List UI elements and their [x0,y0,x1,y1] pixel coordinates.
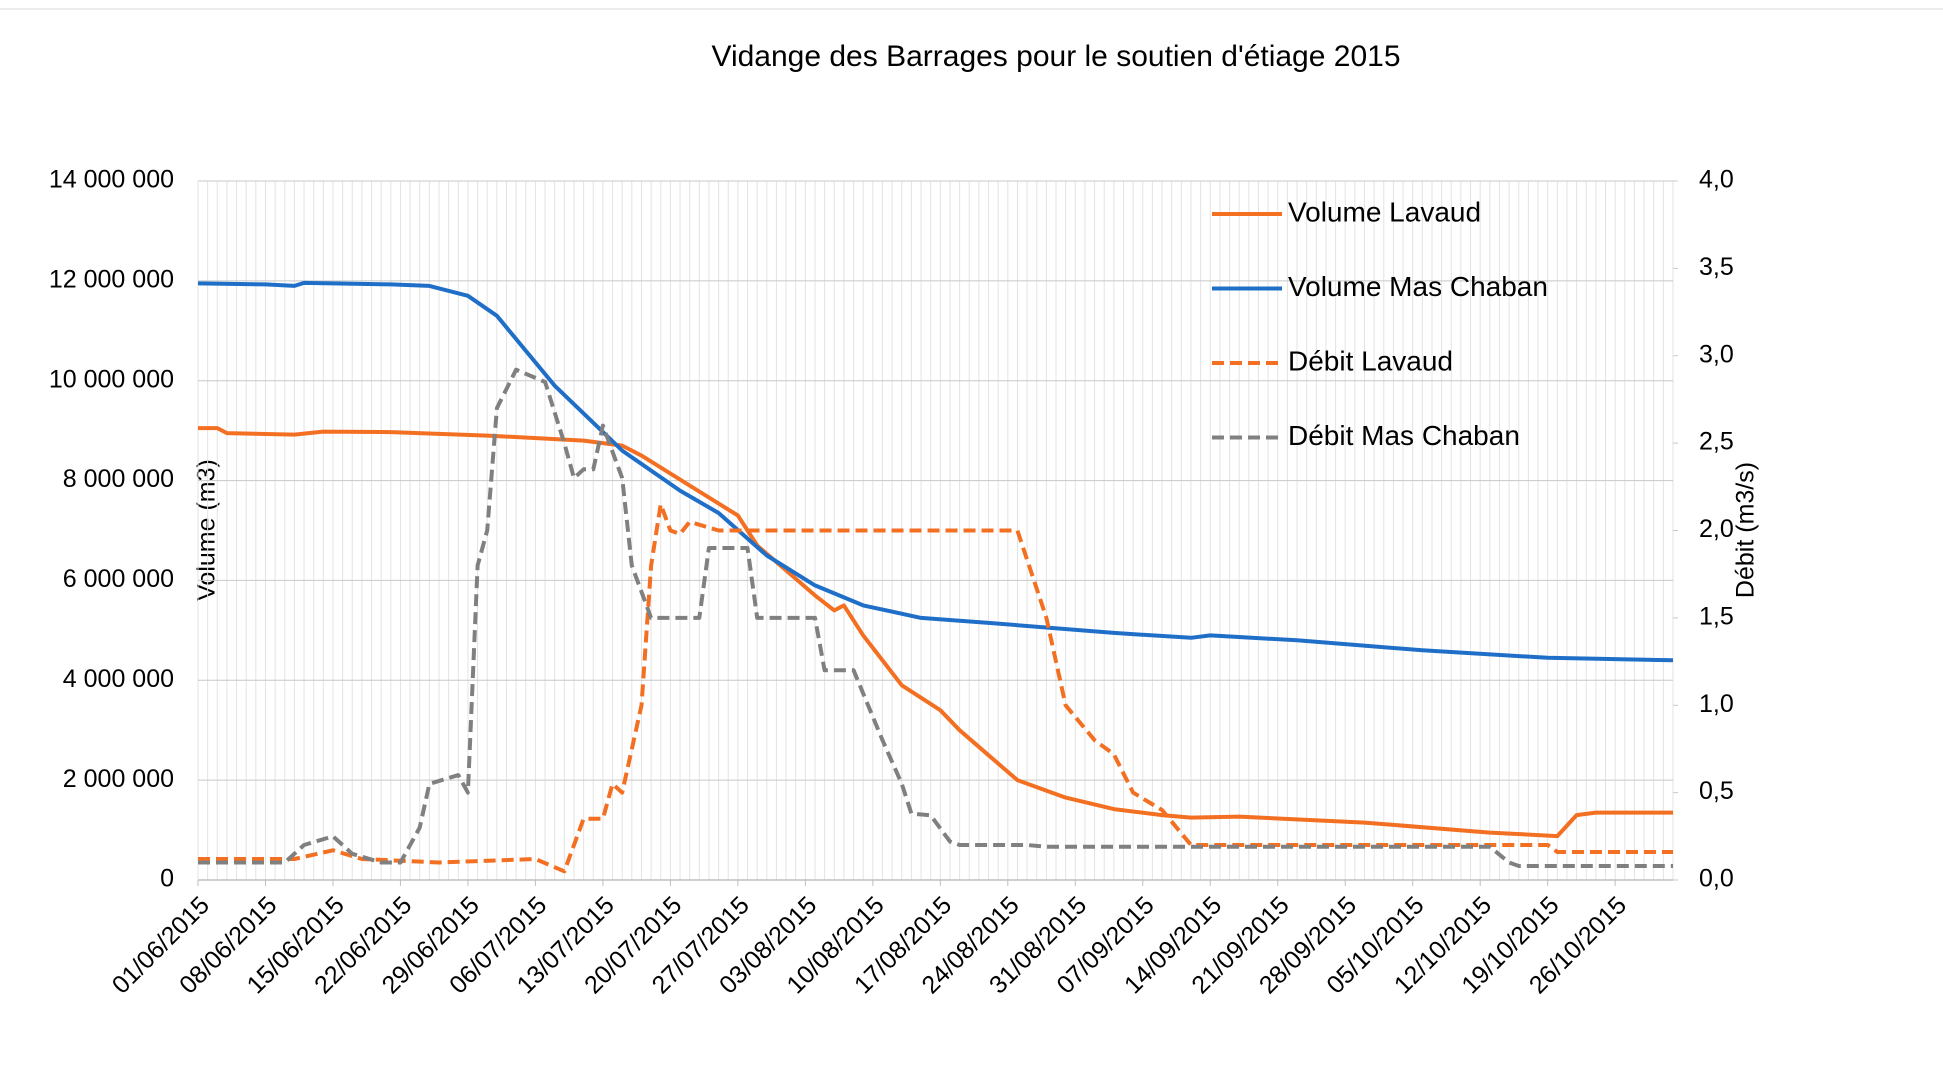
legend-label: Débit Lavaud [1288,345,1453,376]
y2-tick-label: 0,5 [1699,777,1734,805]
y-tick-label: 10 000 000 [49,365,174,393]
y-axis-label: Volume (m3) [193,459,221,601]
legend-label: Volume Lavaud [1288,196,1481,227]
y-tick-label: 8 000 000 [63,465,174,493]
y2-tick-label: 4,0 [1699,166,1734,194]
y2-tick-label: 3,0 [1699,340,1734,368]
y-tick-label: 6 000 000 [63,565,174,593]
legend-label: Volume Mas Chaban [1288,271,1548,302]
series-line [197,280,1674,663]
y2-tick-label: 0,0 [1699,865,1734,893]
y2-axis-label: Débit (m3/s) [1732,462,1760,598]
series-line [198,502,1673,874]
y2-tick-label: 2,5 [1699,428,1734,456]
y2-tick-label: 2,0 [1699,515,1734,543]
y-tick-label: 4 000 000 [63,665,174,693]
y-tick-label: 14 000 000 [49,166,174,194]
chart-title: Vidange des Barrages pour le soutien d'é… [711,40,1400,73]
y2-tick-label: 1,5 [1699,602,1734,630]
y-tick-label: 2 000 000 [63,765,174,793]
y2-tick-label: 1,0 [1699,690,1734,718]
series-line [198,426,1673,839]
y-tick-label: 12 000 000 [49,265,174,293]
legend-label: Débit Mas Chaban [1288,420,1520,451]
series-line [198,367,1673,868]
y2-tick-label: 3,5 [1699,253,1734,281]
y-tick-label: 0 [160,865,174,893]
